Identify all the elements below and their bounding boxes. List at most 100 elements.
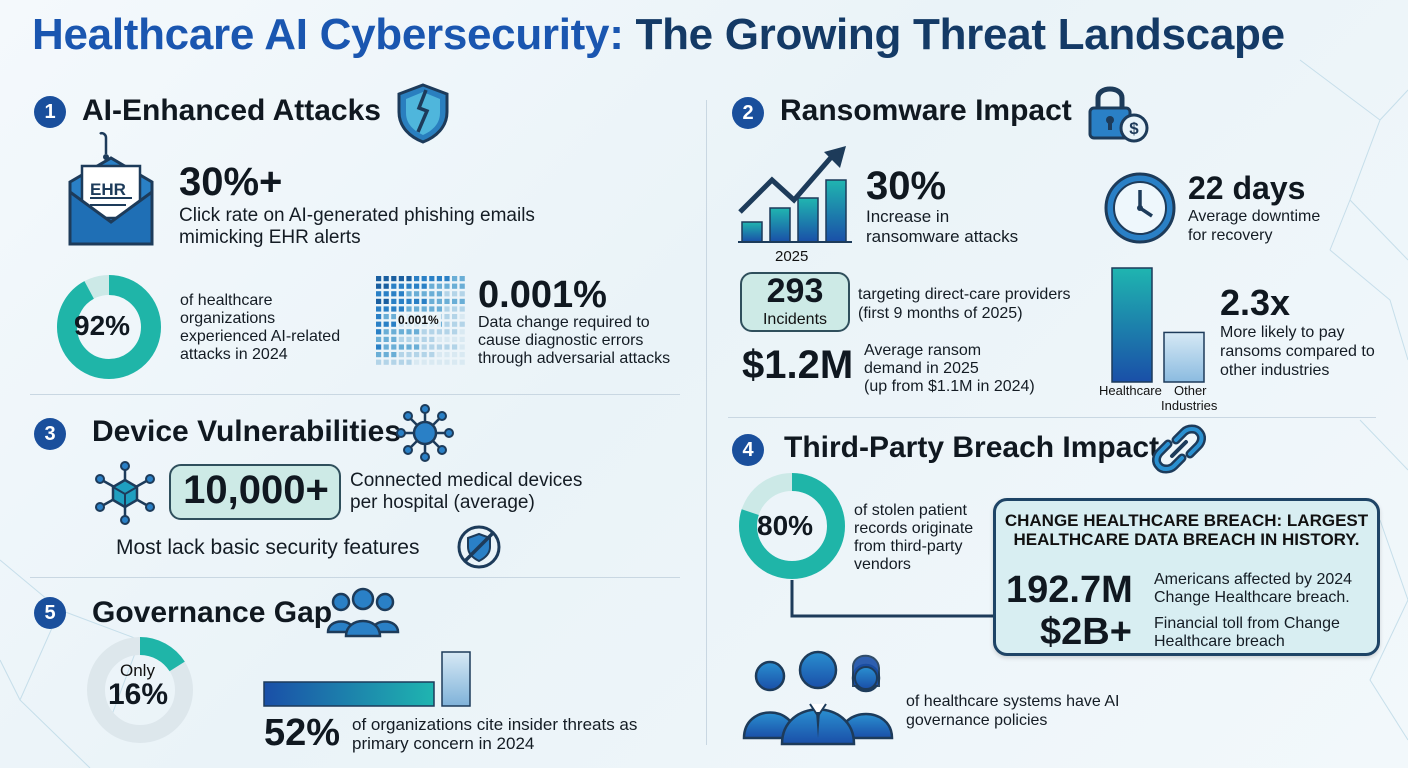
devices-value: 10,000+: [183, 468, 329, 512]
breach-affected-value: 192.7M: [1006, 569, 1133, 611]
grid-cell: [376, 336, 382, 342]
orgs-value: 92%: [74, 310, 131, 341]
column-divider: [706, 100, 707, 745]
page-title: Healthcare AI Cybersecurity: The Growing…: [32, 10, 1392, 60]
grid-cell: [421, 344, 427, 350]
grid-cell: [406, 298, 412, 304]
grid-cell: [391, 359, 397, 365]
section-5-badge: 5: [34, 597, 66, 629]
ransomware-growth-chart: [738, 146, 852, 243]
grid-cell: [406, 276, 412, 282]
grid-cell: [429, 276, 435, 282]
grid-cell: [376, 359, 382, 365]
grid-cell: [421, 291, 427, 297]
grid-cell: [444, 306, 450, 312]
grid-cell: [398, 352, 404, 358]
adversarial-text: Data change required to cause diagnostic…: [478, 314, 671, 367]
grid-cell: [436, 352, 442, 358]
insider-bar-chart: [263, 651, 471, 707]
grid-cell: [436, 283, 442, 289]
grid-cell: [459, 321, 465, 327]
grid-cell: [459, 314, 465, 320]
grid-cell: [436, 306, 442, 312]
grid-cell: [421, 329, 427, 335]
comparison-value: 2.3x: [1220, 282, 1291, 323]
grid-cell: [429, 306, 435, 312]
no-security-icon: [457, 525, 501, 569]
insider-bar-compare: [441, 651, 471, 707]
grid-cell: [398, 306, 404, 312]
grid-cell: [391, 306, 397, 312]
grid-cell: [452, 306, 458, 312]
grid-cell: [376, 276, 382, 282]
grid-cell: [444, 336, 450, 342]
grid-cell: [406, 329, 412, 335]
incidents-value: 293: [766, 272, 824, 310]
grid-cell: [444, 321, 450, 327]
title-part-1: Healthcare AI Cybersecurity:: [32, 10, 624, 59]
grid-cell: [406, 283, 412, 289]
third-party-value: 80%: [757, 510, 814, 541]
governance-policy-text: of healthcare systems have AI governance…: [906, 693, 1120, 729]
grid-cell: [452, 329, 458, 335]
grid-cell: [429, 283, 435, 289]
incidents-text: targeting direct-care providers (first 9…: [858, 286, 1071, 322]
grid-cell: [459, 352, 465, 358]
grid-cell: [391, 291, 397, 297]
governance-donut-arc: [87, 637, 193, 743]
grid-cell: [383, 291, 389, 297]
governance-value: 16%: [108, 678, 169, 711]
grid-cell: [459, 359, 465, 365]
grid-cell: [421, 276, 427, 282]
clock-icon: [1104, 172, 1176, 244]
grid-cell: [376, 329, 382, 335]
grid-cell: [391, 329, 397, 335]
grid-cell: [398, 329, 404, 335]
grid-cell: [383, 276, 389, 282]
grid-cell: [383, 306, 389, 312]
people-group-icon: [326, 587, 400, 638]
grid-cell: [414, 352, 420, 358]
phishing-text-1: Click rate on AI-generated phishing emai…: [179, 205, 535, 226]
grid-cell: [436, 336, 442, 342]
phishing-envelope-icon: [68, 131, 154, 246]
grid-cell: [459, 306, 465, 312]
grid-cell: [429, 344, 435, 350]
grid-cell: [376, 321, 382, 327]
breach-headline: CHANGE HEALTHCARE BREACH: LARGEST HEALTH…: [1004, 511, 1369, 549]
grid-cell: [421, 336, 427, 342]
grid-cell: [406, 336, 412, 342]
grid-cell: [398, 298, 404, 304]
grid-cell: [459, 291, 465, 297]
grid-cell: [376, 306, 382, 312]
healthcare-bar: [1111, 267, 1153, 383]
grid-cell: [391, 283, 397, 289]
grid-cell: [452, 283, 458, 289]
grid-cell: [444, 283, 450, 289]
grid-cell: [383, 314, 389, 320]
grid-cell: [429, 352, 435, 358]
breach-affected-text: Americans affected by 2024 Change Health…: [1154, 571, 1353, 606]
divider-1-3: [30, 394, 680, 395]
grid-cell: [383, 336, 389, 342]
section-1-title: AI-Enhanced Attacks: [82, 94, 381, 127]
grid-cell: [414, 298, 420, 304]
grid-cell: [376, 291, 382, 297]
grid-cell: [414, 283, 420, 289]
network-hub-icon: [396, 404, 454, 462]
grid-cell: [391, 336, 397, 342]
grid-cell: [398, 359, 404, 365]
grid-cell: [436, 359, 442, 365]
grid-cell: [376, 314, 382, 320]
grid-cell: [383, 359, 389, 365]
chain-link-icon: [1152, 424, 1206, 474]
grid-cell: [421, 359, 427, 365]
demand-text-3: (up from $1.1M in 2024): [864, 378, 1035, 395]
incidents-label: Incidents: [762, 311, 828, 328]
grid-cell: [376, 352, 382, 358]
insider-value: 52%: [264, 712, 341, 754]
governance-only: Only: [120, 661, 155, 680]
section-4-title: Third-Party Breach Impact: [784, 431, 1160, 464]
grid-cell: [429, 359, 435, 365]
grid-cell: [398, 276, 404, 282]
